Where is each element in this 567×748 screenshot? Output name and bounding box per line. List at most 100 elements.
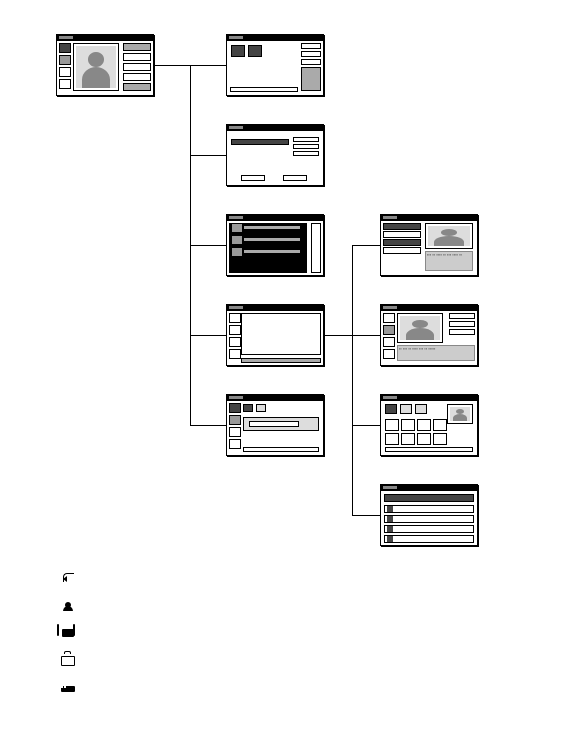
portrait-icon [450, 407, 470, 421]
menu-item[interactable] [301, 59, 321, 65]
bottom-button[interactable] [241, 175, 265, 181]
menu-item[interactable] [123, 63, 151, 71]
thumb[interactable] [231, 45, 245, 57]
back-icon [60, 570, 76, 584]
legend-item-back [60, 570, 88, 584]
bottom-bar [230, 87, 298, 92]
field[interactable] [449, 321, 475, 327]
list-row[interactable] [243, 249, 301, 254]
sidebar-item[interactable] [59, 55, 71, 65]
list-row[interactable] [383, 231, 421, 238]
connector [352, 245, 353, 515]
sidebar-item[interactable] [383, 313, 395, 323]
sidebar [229, 313, 239, 363]
field[interactable] [449, 313, 475, 319]
menu-item[interactable] [123, 73, 151, 81]
list-row[interactable] [243, 237, 301, 242]
list-row[interactable] [383, 239, 421, 246]
connector [352, 245, 380, 246]
field[interactable] [231, 139, 289, 145]
grid-cell[interactable] [433, 433, 447, 445]
list-icon[interactable] [231, 247, 243, 257]
sidebar-item[interactable] [229, 325, 241, 335]
sub-bar[interactable] [249, 421, 299, 427]
screen-r4 [380, 484, 478, 546]
top-thumbs [385, 404, 427, 414]
sidebar-item[interactable] [229, 313, 241, 323]
sidebar-item[interactable] [229, 427, 241, 437]
legend-item-remote [60, 682, 88, 696]
connector [154, 65, 190, 66]
list-row[interactable] [243, 225, 301, 230]
thumb[interactable] [256, 404, 266, 412]
screen-r2: ▪▪ ▪▪▪ ▪▪ ▪▪▪▪ ▪▪▪ ▪▪ ▪▪▪▪▪ [380, 304, 478, 366]
list-icon[interactable] [231, 235, 243, 245]
legend-item-briefcase [60, 654, 88, 668]
menu-item[interactable] [123, 43, 151, 51]
bottom-button[interactable] [283, 175, 307, 181]
portrait-area [397, 313, 443, 343]
option-row[interactable] [384, 535, 474, 543]
screen-c1 [226, 34, 324, 96]
thumb[interactable] [248, 45, 262, 57]
connector [352, 335, 380, 336]
menu-item[interactable] [123, 53, 151, 61]
scroll-thumb[interactable] [311, 223, 321, 273]
screen-c5 [226, 394, 324, 456]
sidebar-item[interactable] [229, 349, 241, 359]
scrollbar[interactable] [311, 223, 321, 273]
grid-cell[interactable] [417, 419, 431, 431]
info-text: ▪▪▪ ▪▪ ▪▪▪▪ ▪▪ ▪▪▪ ▪▪▪▪ ▪▪ [425, 251, 473, 271]
field[interactable] [293, 144, 319, 149]
portrait-area [447, 404, 473, 424]
sidebar-item[interactable] [383, 325, 395, 335]
sidebar-item[interactable] [229, 337, 241, 347]
thumb[interactable] [385, 404, 397, 414]
menu-item[interactable] [301, 43, 321, 49]
field[interactable] [293, 151, 319, 156]
frame [241, 313, 321, 355]
sidebar-item[interactable] [229, 415, 241, 425]
option-row[interactable] [384, 505, 474, 513]
sidebar-item[interactable] [59, 67, 71, 77]
sidebar-item[interactable] [59, 79, 71, 89]
info-text: ▪▪ ▪▪▪ ▪▪ ▪▪▪▪ ▪▪▪ ▪▪ ▪▪▪▪▪ [397, 345, 475, 361]
list-row[interactable] [383, 223, 421, 230]
menu-item[interactable] [301, 67, 321, 91]
grid-cell[interactable] [401, 419, 415, 431]
sidebar-item[interactable] [383, 349, 395, 359]
connector [190, 425, 226, 426]
thumb[interactable] [415, 404, 427, 414]
header-row [384, 494, 474, 502]
sidebar [383, 313, 395, 363]
screen-c4 [226, 304, 324, 366]
sidebar-item[interactable] [229, 403, 241, 413]
screen-r3 [380, 394, 478, 456]
grid-cell[interactable] [433, 419, 447, 431]
field[interactable] [293, 137, 319, 142]
remote-icon [60, 682, 76, 696]
option-row[interactable] [384, 515, 474, 523]
grid [385, 419, 447, 445]
menu-item[interactable] [301, 51, 321, 57]
sidebar-item[interactable] [59, 43, 71, 53]
grid-cell[interactable] [385, 419, 399, 431]
thumb[interactable] [243, 404, 253, 412]
sidebar [59, 43, 71, 93]
sidebar-item[interactable] [229, 439, 241, 449]
bottom-bar [241, 358, 321, 363]
right-panel [123, 43, 151, 93]
sidebar-item[interactable] [383, 337, 395, 347]
screen-c2 [226, 124, 324, 186]
grid-cell[interactable] [401, 433, 415, 445]
grid-cell[interactable] [385, 433, 399, 445]
field[interactable] [449, 329, 475, 335]
thumb[interactable] [400, 404, 412, 414]
menu-item[interactable] [123, 83, 151, 91]
connector [324, 335, 352, 336]
option-row[interactable] [384, 525, 474, 533]
list-row[interactable] [383, 247, 421, 254]
grid-cell[interactable] [417, 433, 431, 445]
person-icon [60, 598, 76, 612]
list-icon[interactable] [231, 223, 243, 233]
